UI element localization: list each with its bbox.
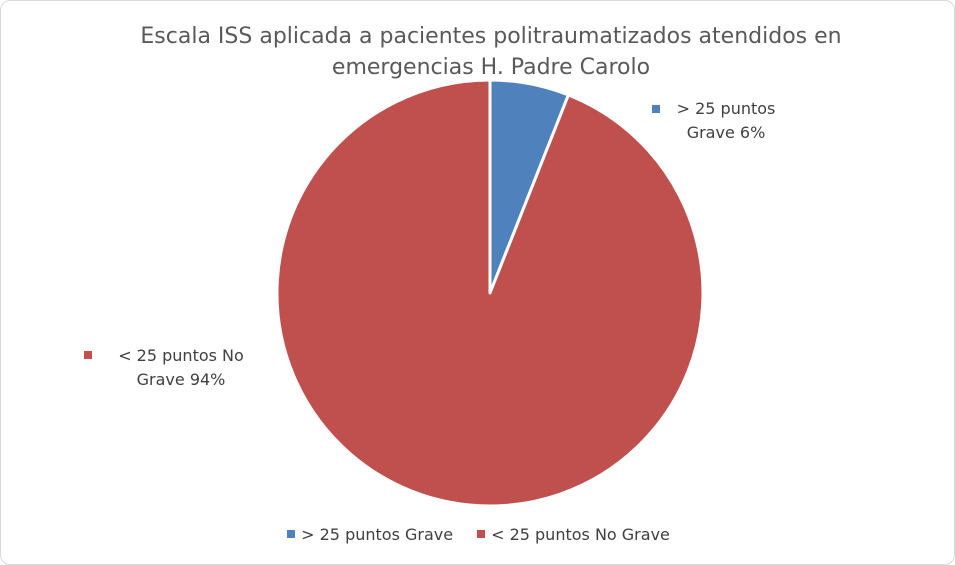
chart-title: Escala ISS aplicada a pacientes politrau… [140, 24, 842, 80]
legend-entry: > 25 puntos Grave [287, 525, 453, 544]
data-label-category: > 25 puntos Grave [676, 99, 776, 142]
legend: > 25 puntos Grave < 25 puntos No Grave [1, 525, 954, 544]
legend-label: > 25 puntos Grave [301, 525, 454, 544]
data-label: > 25 puntos Grave 6% [661, 97, 791, 145]
data-label-value: 6% [739, 123, 766, 142]
data-label-category: < 25 puntos No Grave [118, 346, 244, 389]
data-label-marker [84, 351, 92, 359]
legend-swatch [477, 530, 486, 538]
data-label-marker [652, 105, 660, 113]
legend-swatch [287, 530, 296, 538]
legend-entry: < 25 puntos No Grave [477, 525, 670, 544]
data-label: < 25 puntos No Grave 94% [101, 344, 261, 392]
pie-slice [275, 78, 705, 508]
legend-label: < 25 puntos No Grave [491, 525, 670, 544]
data-label-value: 94% [189, 370, 226, 389]
